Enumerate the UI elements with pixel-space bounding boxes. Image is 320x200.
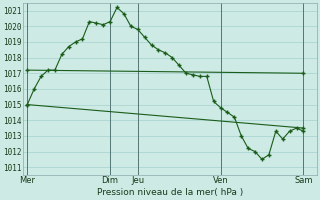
X-axis label: Pression niveau de la mer( hPa ): Pression niveau de la mer( hPa ): [97, 188, 243, 197]
